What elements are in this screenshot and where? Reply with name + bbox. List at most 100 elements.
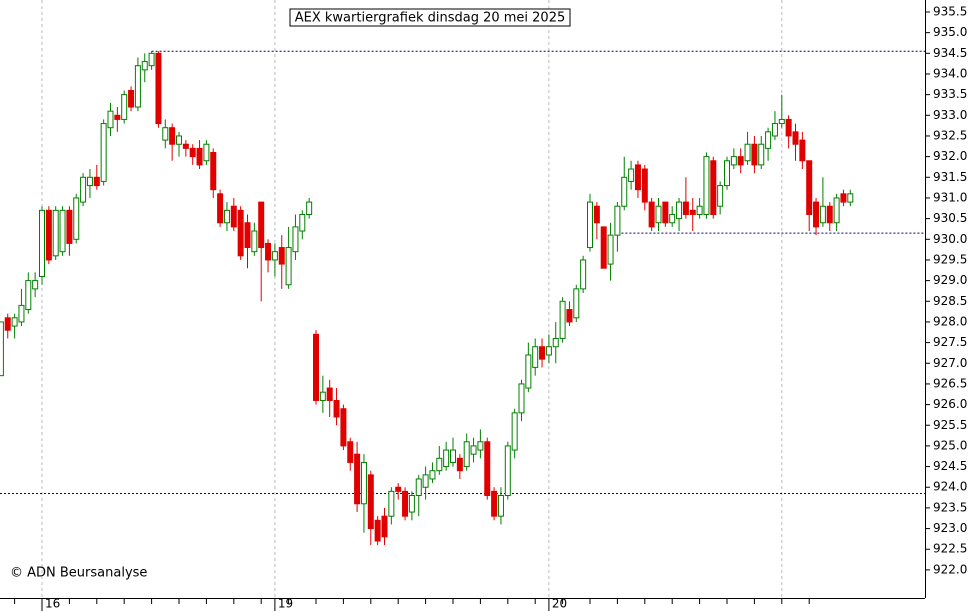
candle-body (456, 457, 463, 472)
candle-body (244, 222, 251, 249)
candle-body (539, 346, 546, 360)
candle-body (614, 205, 621, 236)
y-tick-label: 927.0 (933, 356, 967, 370)
candle-body (477, 441, 484, 451)
y-tick-label: 932.0 (933, 149, 967, 163)
candle-body (641, 168, 648, 203)
candle-body (436, 457, 443, 472)
y-tick-label: 928.0 (933, 314, 967, 328)
y-tick-label: 929.0 (933, 273, 967, 287)
candle-body (484, 441, 491, 497)
y-tick-label: 922.5 (933, 542, 967, 556)
candle-body (402, 490, 409, 517)
candle-body (806, 160, 813, 215)
candle-body (258, 201, 265, 249)
candle-body (18, 304, 25, 323)
chart-title: AEX kwartiergrafiek dinsdag 20 mei 2025 (295, 11, 566, 26)
candle-body (66, 209, 73, 244)
candle-body (710, 160, 717, 215)
candle-body (450, 449, 456, 463)
candle-body (655, 205, 662, 224)
y-tick-label: 929.5 (933, 252, 967, 266)
candle-body (237, 209, 244, 257)
y-tick-label: 934.5 (933, 46, 967, 60)
candle-body (32, 280, 39, 290)
candle-body (813, 201, 820, 228)
candle-body (778, 118, 785, 125)
candle-body (196, 147, 203, 166)
candle-body (39, 209, 45, 277)
candle-body (600, 226, 607, 269)
candle-body (251, 230, 258, 253)
candle-body (429, 470, 436, 480)
candle-body (669, 213, 676, 224)
y-tick-label: 927.5 (933, 335, 967, 349)
candle-body (771, 123, 778, 137)
y-tick-label: 935.5 (933, 4, 967, 18)
candle-body (840, 193, 847, 203)
candle-body (134, 65, 141, 108)
candle-body (292, 226, 299, 253)
candle-body (689, 209, 696, 215)
candle-body (765, 131, 772, 149)
candle-body (463, 441, 470, 468)
candle-body (162, 127, 169, 141)
candle-body (792, 131, 799, 145)
candle-body (758, 143, 765, 166)
candle-body (676, 201, 683, 220)
candle-body (388, 490, 395, 517)
candle-body (367, 474, 374, 530)
y-tick-label: 925.0 (933, 438, 967, 452)
candle-body (696, 205, 703, 215)
candle-body (730, 156, 737, 166)
candle-body (381, 515, 388, 538)
candle-body (203, 143, 210, 162)
candle-body (155, 52, 162, 125)
candle-body (573, 288, 580, 319)
candle-body (121, 94, 128, 120)
candle-body (621, 176, 628, 207)
candle-body (566, 309, 573, 323)
candle-body (395, 486, 402, 492)
candle-body (100, 123, 107, 182)
candle-body (580, 259, 587, 290)
candle-body (785, 118, 792, 137)
candle-body (545, 346, 552, 356)
candle-body (347, 441, 354, 463)
credit: © ADN Beursanalyse (10, 566, 147, 581)
candle-body (189, 147, 196, 158)
candle-body (525, 354, 532, 389)
candle-body (223, 209, 230, 224)
candle-body (737, 156, 744, 166)
x-tick-label: 20 (552, 597, 567, 611)
x-tick-label: 19 (278, 597, 293, 611)
y-tick-label: 931.0 (933, 190, 967, 204)
candle-body (819, 205, 826, 224)
candle-body (799, 139, 806, 162)
candle-body (73, 197, 80, 240)
candle-body (470, 445, 477, 455)
candle-body (504, 445, 511, 497)
candle-body (628, 168, 635, 182)
candle-body (662, 201, 669, 224)
candle-body (847, 193, 854, 203)
y-tick-label: 930.5 (933, 211, 967, 225)
title-box (289, 8, 571, 27)
candle-body (169, 127, 176, 145)
y-tick-label: 923.0 (933, 521, 967, 535)
y-tick-label: 926.0 (933, 397, 967, 411)
candle-body (148, 52, 155, 67)
y-tick-label: 933.0 (933, 108, 967, 122)
candle-body (114, 114, 121, 120)
candle-body (278, 247, 285, 265)
candle-body (360, 461, 367, 505)
y-tick-label: 922.0 (933, 562, 967, 576)
candle-body (422, 474, 429, 488)
candle-body (682, 201, 689, 215)
candle-body (230, 205, 237, 228)
candle-body (265, 242, 272, 261)
candle-body (333, 399, 340, 418)
candle-body (313, 333, 319, 401)
candle-body (0, 321, 4, 377)
candle-body (45, 209, 52, 261)
